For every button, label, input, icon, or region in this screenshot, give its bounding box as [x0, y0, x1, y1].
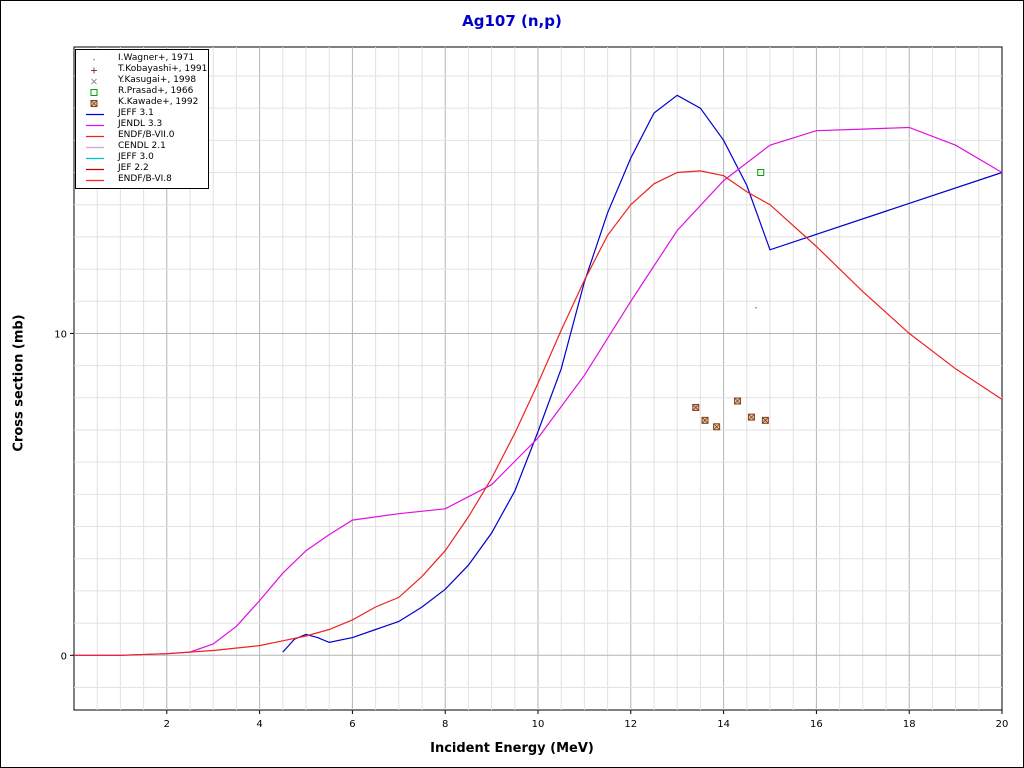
data-point-hatch — [734, 397, 741, 405]
legend-label: K.Kawade+, 1992 — [118, 97, 199, 107]
x-tick-label: 2 — [164, 719, 170, 730]
legend: I.Wagner+, 1971 T.Kobayashi+, 1991 Y.Kasug… — [75, 49, 209, 189]
legend-marker-swatch — [93, 58, 95, 61]
legend-symbol — [86, 124, 104, 127]
legend-symbol — [93, 58, 95, 61]
grid — [74, 47, 1002, 710]
data-point — [757, 169, 765, 177]
legend-label: Y.Kasugai+, 1998 — [118, 75, 197, 85]
y-tick-label: 0 — [61, 651, 67, 662]
legend-label: JEFF 3.0 — [118, 152, 154, 162]
legend-entry: I.Wagner+, 1971 — [76, 53, 208, 65]
series-line — [74, 126, 1003, 656]
legend-entry: JEF 2.2 — [76, 163, 208, 175]
series-line — [74, 170, 1003, 656]
legend-entry: T.Kobayashi+, 1991 — [76, 64, 208, 76]
legend-symbol — [86, 135, 104, 138]
legend-entry: JENDL 3.3 — [76, 119, 208, 131]
legend-entry: R.Prasad+, 1966 — [76, 86, 208, 98]
series-lines — [74, 94, 1003, 656]
legend-label: I.Wagner+, 1971 — [118, 53, 195, 63]
axis-ticks: 2 4 6 8 10 12 14 16 18 20 0 10 — [54, 329, 1008, 730]
x-axis-label: Incident Energy (MeV) — [430, 741, 594, 756]
legend-label: CENDL 2.1 — [118, 141, 166, 151]
x-tick-label: 14 — [717, 719, 730, 730]
legend-symbol — [90, 100, 98, 107]
x-tick-label: 16 — [810, 719, 823, 730]
series-line — [282, 94, 1003, 653]
legend-entry: Y.Kasugai+, 1998 — [76, 75, 208, 87]
legend-entry: ENDF/B-VI.8 — [76, 174, 208, 186]
legend-symbol — [86, 113, 104, 116]
legend-marker-swatch — [91, 67, 97, 74]
data-point-hatch — [692, 404, 700, 411]
legend-label: JEF 2.2 — [118, 163, 149, 173]
data-point-hatch — [748, 413, 755, 421]
legend-marker-swatch — [90, 89, 98, 96]
x-tick-label: 12 — [624, 719, 637, 730]
x-tick-label: 8 — [442, 719, 448, 730]
legend-symbol — [86, 179, 104, 182]
chart-title: Ag107 (n,p) — [462, 12, 562, 30]
legend-symbol — [86, 157, 104, 160]
data-point-hatch — [713, 423, 720, 431]
legend-entry: ENDF/B-VII.0 — [76, 130, 208, 142]
data-point-hatch — [701, 417, 709, 424]
legend-symbol — [91, 67, 97, 74]
data-point — [755, 306, 757, 309]
experimental-points — [692, 169, 769, 431]
legend-label: T.Kobayashi+, 1991 — [118, 64, 208, 74]
legend-label: ENDF/B-VI.8 — [118, 174, 172, 184]
legend-entry: CENDL 2.1 — [76, 141, 208, 153]
legend-symbol — [86, 168, 104, 171]
legend-symbol — [91, 78, 97, 85]
legend-symbol — [86, 146, 104, 149]
x-tick-label: 18 — [903, 719, 916, 730]
x-tick-label: 6 — [349, 719, 355, 730]
x-tick-label: 10 — [532, 719, 545, 730]
legend-label: JEFF 3.1 — [118, 108, 154, 118]
data-point-hatch — [762, 417, 769, 424]
y-tick-label: 10 — [54, 329, 67, 340]
legend-marker-swatch — [91, 78, 97, 85]
legend-symbol — [90, 89, 98, 96]
legend-entry: JEFF 3.0 — [76, 152, 208, 164]
legend-entry: K.Kawade+, 1992 — [76, 97, 208, 109]
legend-label: ENDF/B-VII.0 — [118, 130, 175, 140]
legend-label: R.Prasad+, 1966 — [118, 86, 194, 96]
legend-marker-swatch-hatch — [90, 100, 98, 107]
x-tick-label: 4 — [256, 719, 262, 730]
legend-label: JENDL 3.3 — [118, 119, 163, 129]
x-tick-label: 20 — [996, 719, 1009, 730]
legend-entry: JEFF 3.1 — [76, 108, 208, 120]
